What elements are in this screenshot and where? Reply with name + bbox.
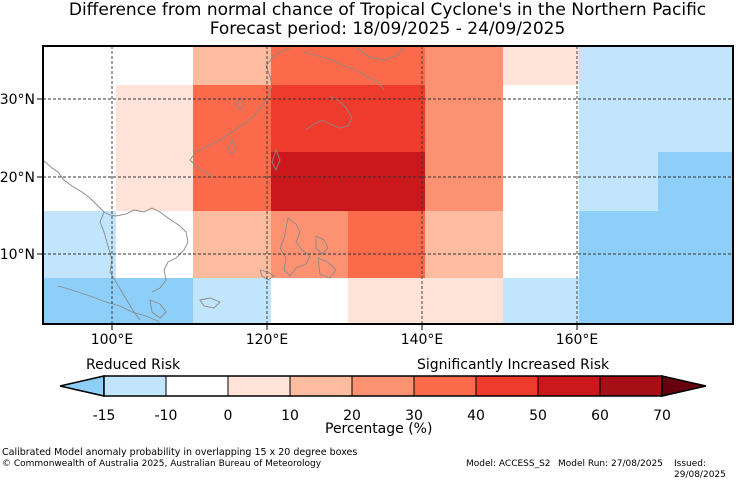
risk-cell — [271, 278, 348, 324]
lon-tick-160e: 160°E — [556, 332, 599, 348]
colorbar-tick: 0 — [224, 408, 233, 424]
increased-risk-label: Significantly Increased Risk — [417, 357, 610, 373]
colorbar-axis-label: Percentage (%) — [325, 421, 433, 437]
risk-cell — [503, 85, 579, 152]
footer-copyright: © Commonwealth of Australia 2025, Austra… — [2, 459, 322, 469]
risk-cell — [271, 211, 348, 278]
colorbar-tick: -15 — [93, 408, 116, 424]
risk-cell — [271, 152, 425, 211]
lat-tick-30n: 30°N — [0, 92, 35, 108]
colorbar — [59, 375, 707, 397]
risk-cell — [193, 211, 271, 278]
map-title: Difference from normal chance of Tropica… — [68, 0, 707, 20]
risk-grid — [43, 46, 733, 324]
coastlines — [42, 45, 405, 323]
reduced-risk-label: Reduced Risk — [86, 357, 181, 373]
risk-cell — [193, 278, 271, 324]
map-figure: 30°N 20°N 10°N 100°E 120°E 140°E 160°E -… — [0, 45, 734, 424]
risk-cell — [193, 85, 271, 152]
risk-cell — [193, 152, 271, 211]
risk-cell — [271, 46, 425, 85]
colorbar-tick: 10 — [281, 408, 299, 424]
lon-tick-140e: 140°E — [401, 332, 444, 348]
colorbar-tick: -10 — [155, 408, 178, 424]
risk-cell — [43, 46, 193, 85]
colorbar-high-extension — [661, 375, 707, 397]
lat-tick-20n: 20°N — [0, 170, 35, 186]
risk-cell — [503, 278, 579, 324]
risk-cell — [116, 85, 193, 152]
risk-cell — [425, 46, 503, 85]
risk-cell — [579, 152, 658, 211]
footer-issued: Issued: 29/08/2025 — [674, 459, 726, 480]
graticule — [43, 46, 733, 324]
risk-cell — [193, 46, 271, 85]
risk-cell — [425, 85, 503, 152]
lon-tick-120e: 120°E — [246, 332, 289, 348]
lat-tick-10n: 10°N — [0, 247, 35, 263]
risk-cell — [116, 152, 193, 211]
colorbar-tick: 50 — [529, 408, 547, 424]
risk-cell — [348, 278, 503, 324]
forecast-period: Forecast period: 18/09/2025 - 24/09/2025 — [209, 19, 566, 39]
footer-model-run: Model Run: 27/08/2025 — [558, 459, 663, 469]
colorbar-low-extension — [59, 375, 105, 397]
risk-cell — [503, 152, 579, 211]
risk-cell — [43, 152, 116, 211]
colorbar-tick: 70 — [653, 408, 671, 424]
risk-cell — [579, 46, 733, 85]
colorbar-tick: 30 — [405, 408, 423, 424]
colorbar-ticks: -15 -10 0 10 20 30 40 50 60 70 — [93, 408, 671, 424]
risk-cell — [503, 211, 579, 278]
colorbar-tick: 60 — [591, 408, 609, 424]
colorbar-tick: 40 — [467, 408, 485, 424]
risk-cell — [116, 211, 193, 278]
risk-cell — [425, 211, 503, 278]
map-frame — [42, 45, 734, 325]
colorbar-tick: 20 — [343, 408, 361, 424]
risk-cell — [43, 211, 116, 278]
risk-cell — [43, 85, 116, 152]
risk-cell — [503, 46, 579, 85]
footer-model: Model: ACCESS_S2 — [466, 459, 551, 469]
risk-cell — [579, 278, 733, 324]
risk-cell — [579, 85, 733, 152]
risk-cell — [271, 85, 425, 152]
risk-cell — [425, 152, 503, 211]
footer-note: Calibrated Model anomaly probability in … — [2, 447, 358, 458]
risk-cell — [658, 152, 733, 211]
lon-tick-100e: 100°E — [91, 332, 134, 348]
risk-cell — [579, 211, 733, 278]
risk-cell — [348, 211, 425, 278]
